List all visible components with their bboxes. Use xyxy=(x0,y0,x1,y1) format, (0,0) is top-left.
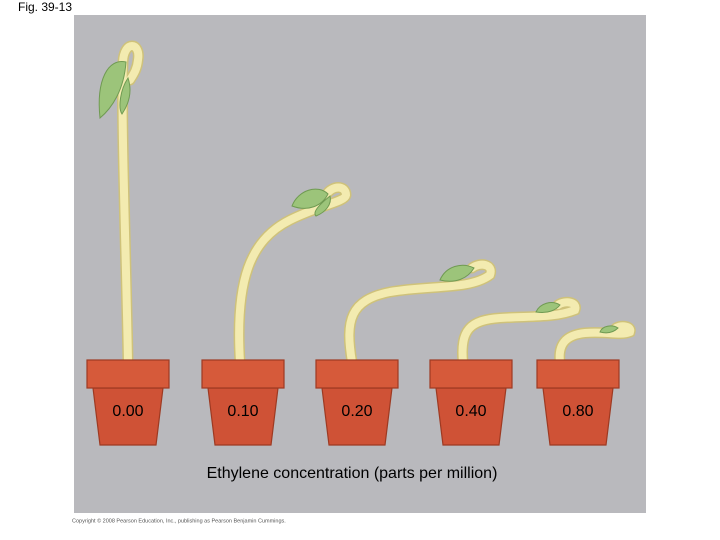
pot-rim xyxy=(536,359,620,389)
pot-label: 0.00 xyxy=(112,403,143,420)
pot-label: 0.10 xyxy=(227,403,258,420)
pot-rim xyxy=(315,359,399,389)
axis-label: Ethylene concentration (parts per millio… xyxy=(207,465,498,482)
pots: 0.00 0.10 0.20 0.40 0.80 xyxy=(86,359,620,446)
copyright: Copyright © 2008 Pearson Education, Inc.… xyxy=(72,517,286,524)
pot-rim xyxy=(86,359,170,389)
pot-rim xyxy=(201,359,285,389)
pot-rim xyxy=(429,359,513,389)
figure-label: Fig. 39-13 xyxy=(18,0,72,14)
pot-label: 0.40 xyxy=(455,403,486,420)
pot-label: 0.20 xyxy=(341,403,372,420)
pot-label: 0.80 xyxy=(562,403,593,420)
seedlings xyxy=(98,40,636,368)
